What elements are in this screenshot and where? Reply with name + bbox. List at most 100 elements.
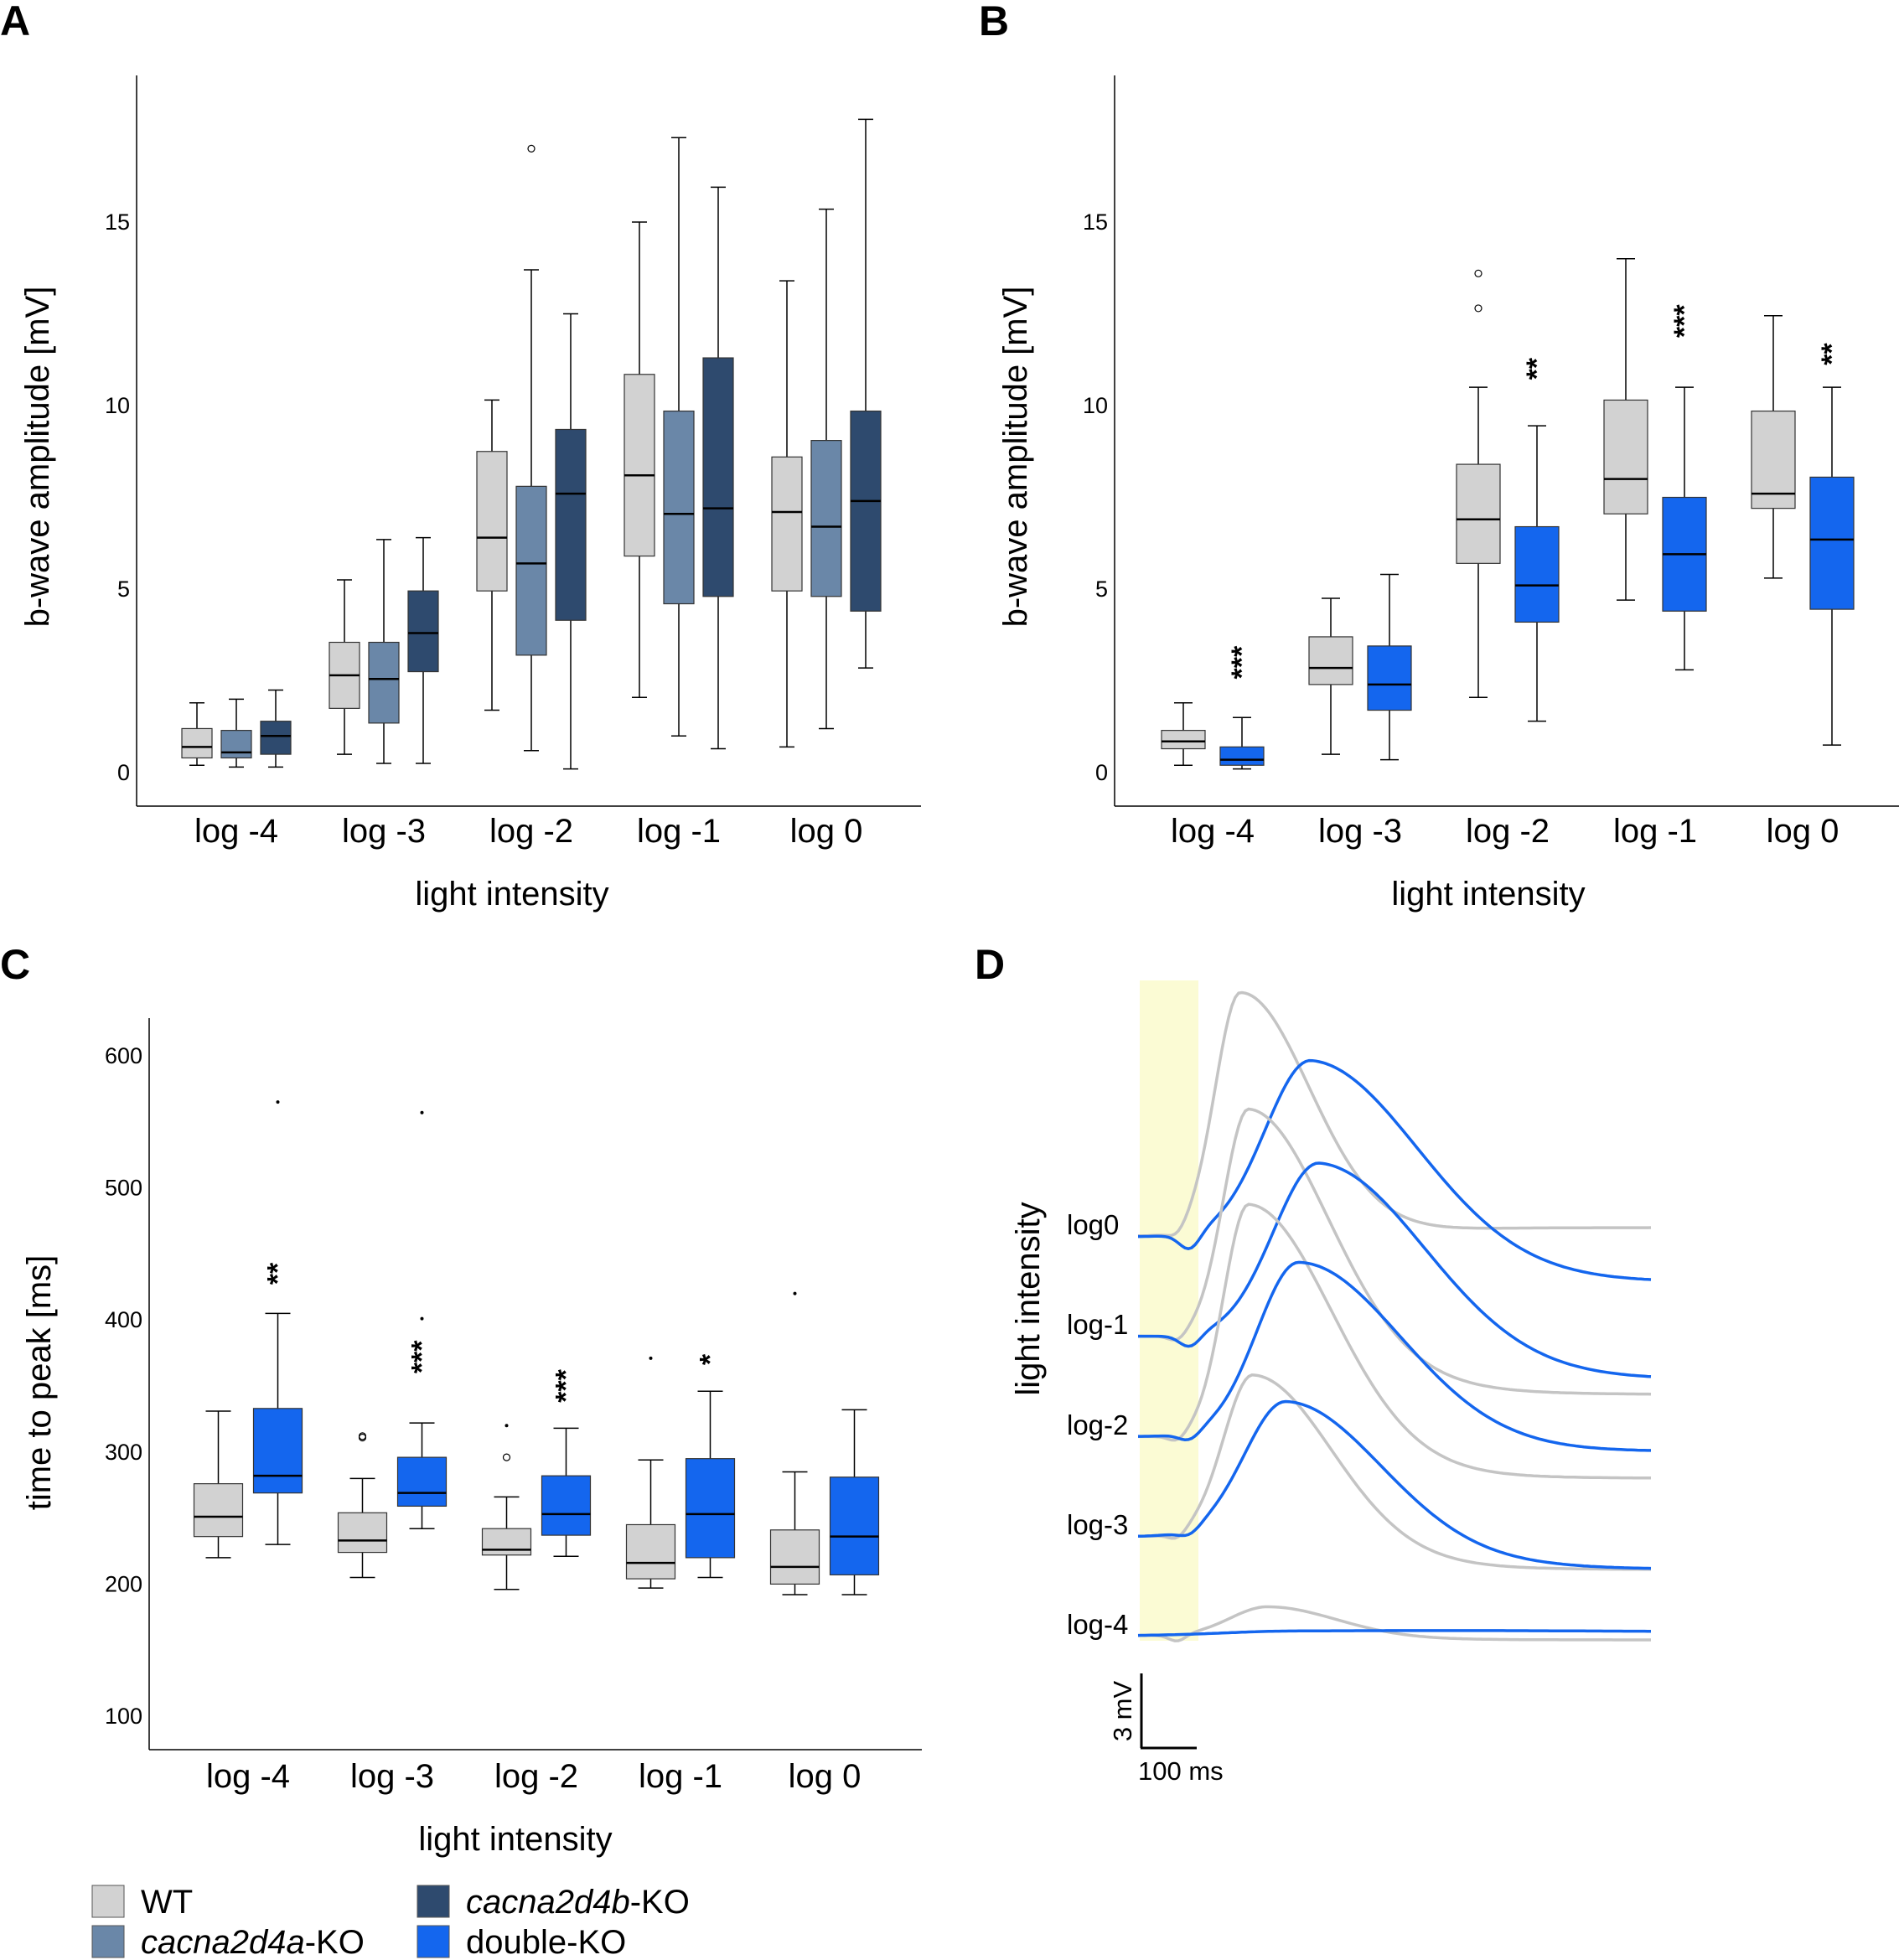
significance-stars: * xyxy=(695,1353,727,1365)
wt-trace xyxy=(1138,1107,1652,1396)
legend-entry: double-KO xyxy=(466,1924,626,1960)
trace-label: log0 xyxy=(1067,1209,1119,1240)
box-a_KO xyxy=(663,410,695,605)
legend-swatch-double_KO xyxy=(417,1925,450,1958)
y-tick-label: 10 xyxy=(1083,393,1108,418)
significance-stars: *** xyxy=(1669,304,1700,338)
panel-b: B 0 5 10 15 b-wave amplitude [mV] light inten… xyxy=(979,0,1899,913)
category-label: log -3 xyxy=(1318,813,1402,850)
panel-letter-b: B xyxy=(979,0,1009,44)
box-WT xyxy=(1456,463,1501,564)
y-tick-label: 200 xyxy=(105,1571,142,1596)
scale-bar: 3 mV 100 ms xyxy=(1108,1673,1224,1786)
panel-c: C 100 200 300 400 500 600 time to peak [ms] lig… xyxy=(0,941,922,1858)
wt-trace xyxy=(1138,1202,1652,1480)
erg-traces xyxy=(1137,990,1652,1642)
category-label: log 0 xyxy=(790,813,863,850)
box-a_KO xyxy=(220,730,252,759)
box-WT xyxy=(625,1523,676,1580)
extreme-outlier xyxy=(793,1291,797,1295)
box-WT xyxy=(193,1483,244,1538)
category-label: log 0 xyxy=(789,1758,862,1795)
stimulus-bar xyxy=(1140,980,1198,1641)
box-double_KO xyxy=(1514,525,1560,623)
y-axis-label: b-wave amplitude [mV] xyxy=(19,287,56,628)
y-tick-label: 400 xyxy=(105,1307,142,1332)
box-a_KO xyxy=(810,440,842,597)
box-WT xyxy=(1161,730,1206,750)
category-label: log -2 xyxy=(489,813,573,850)
extreme-outlier xyxy=(649,1356,653,1360)
legend-label: double-KO xyxy=(466,1924,626,1960)
outlier xyxy=(1474,304,1482,313)
wt-trace xyxy=(1138,990,1652,1238)
box-b_KO xyxy=(555,428,587,621)
box-double_KO xyxy=(1367,645,1412,711)
box-a_KO xyxy=(515,485,547,656)
box-WT xyxy=(1308,636,1353,685)
legend-swatch-a_KO xyxy=(91,1925,125,1958)
category-label: log -4 xyxy=(1171,813,1255,850)
y-tick-label: 600 xyxy=(105,1043,142,1068)
legend-label: cacna2d4a xyxy=(141,1924,305,1960)
extreme-outlier xyxy=(420,1316,424,1321)
trace-label: log-3 xyxy=(1067,1509,1128,1540)
y-tick-label: 5 xyxy=(1095,577,1108,602)
legend-swatch-b_KO xyxy=(417,1885,450,1918)
outlier xyxy=(502,1453,511,1461)
trace-labels: log0 log-1 log-2 log-3 log-4 xyxy=(1067,1209,1128,1640)
x-axis-label: light intensity xyxy=(1391,876,1585,913)
x-axis-label: light intensity xyxy=(418,1821,612,1858)
outlier xyxy=(1474,269,1482,277)
panel-a: A 0 5 10 15 b-wave amplitude [mV] light inten… xyxy=(0,0,921,913)
double-ko-trace xyxy=(1138,1161,1652,1378)
legend-label: WT xyxy=(141,1884,193,1921)
panel-letter-c: C xyxy=(0,941,30,988)
y-axis-label: time to peak [ms] xyxy=(21,1255,58,1511)
box-double_KO xyxy=(1809,476,1855,610)
trace-label: log-2 xyxy=(1067,1409,1128,1440)
box-b_KO xyxy=(850,410,882,612)
box-WT xyxy=(771,456,803,592)
legend-entry: cacna2d4a-KO xyxy=(141,1924,365,1960)
significance-stars: ** xyxy=(262,1262,294,1285)
panel-d: D log0 log-1 log-2 log-3 log-4 light intensi… xyxy=(975,941,1652,1786)
category-label: log -1 xyxy=(637,813,721,850)
y-tick-label: 300 xyxy=(105,1440,142,1465)
y-axis-label-d: light intensity xyxy=(1010,1202,1047,1395)
legend-swatch-WT xyxy=(91,1885,125,1918)
box-WT xyxy=(769,1529,820,1585)
significance-stars: ** xyxy=(1521,357,1553,380)
outlier xyxy=(527,144,536,153)
wt-trace xyxy=(1138,1373,1651,1571)
significance-stars: *** xyxy=(1226,645,1258,679)
y-tick-label: 5 xyxy=(117,577,130,602)
double-ko-trace xyxy=(1137,1629,1651,1637)
box-WT xyxy=(1751,410,1796,509)
extreme-outlier xyxy=(420,1110,424,1114)
significance-stars: *** xyxy=(551,1368,582,1402)
category-label: log -3 xyxy=(350,1758,434,1795)
box-WT xyxy=(337,1512,388,1554)
box-WT xyxy=(481,1528,532,1556)
box-double_KO xyxy=(1219,746,1265,766)
wt-trace xyxy=(1138,1605,1651,1642)
box-b_KO xyxy=(702,357,734,597)
double-ko-trace xyxy=(1138,1058,1652,1281)
box-double_KO xyxy=(541,1475,592,1536)
legend-label-suffix: -KO xyxy=(305,1924,365,1960)
double-ko-trace xyxy=(1138,1399,1652,1570)
y-tick-label: 0 xyxy=(1095,760,1108,785)
trace-label: log-4 xyxy=(1067,1609,1128,1640)
scale-bar-mv-label: 3 mV xyxy=(1108,1681,1137,1742)
y-tick-label: 100 xyxy=(105,1704,142,1729)
y-tick-label: 500 xyxy=(105,1176,142,1201)
y-tick-label: 0 xyxy=(117,760,130,785)
box-double_KO xyxy=(829,1476,880,1575)
box-WT xyxy=(624,374,655,557)
scale-bar-ms-label: 100 ms xyxy=(1138,1756,1224,1786)
y-tick-label: 15 xyxy=(1083,209,1108,235)
trace-label: log-1 xyxy=(1067,1309,1128,1340)
